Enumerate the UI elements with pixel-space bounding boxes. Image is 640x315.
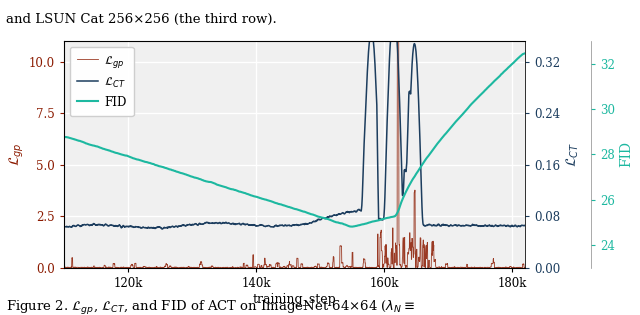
X-axis label: training_step: training_step	[253, 293, 336, 306]
Y-axis label: $\mathcal{L}_{CT}$: $\mathcal{L}_{CT}$	[564, 142, 580, 167]
$\mathcal{L}_{CT}$	[424, 223, 431, 227]
FID	[84, 142, 92, 146]
$\mathcal{L}_{CT}$	[284, 223, 292, 227]
FID	[423, 156, 431, 159]
$\mathcal{L}_{CT}$	[272, 224, 280, 227]
Text: and LSUN Cat 256×256 (the third row).: and LSUN Cat 256×256 (the third row).	[6, 13, 277, 26]
$\mathcal{L}_{gp}$	[284, 266, 292, 269]
FID	[521, 51, 529, 55]
$\mathcal{L}_{gp}$	[508, 266, 515, 270]
Text: Figure 2. $\mathcal{L}_{gp}$, $\mathcal{L}_{CT}$, and FID of ACT on ImageNet 64×: Figure 2. $\mathcal{L}_{gp}$, $\mathcal{…	[6, 299, 416, 315]
FID	[508, 63, 515, 66]
$\mathcal{L}_{gp}$	[272, 262, 280, 266]
$\mathcal{L}_{CT}$	[388, 34, 396, 38]
$\mathcal{L}_{CT}$	[84, 222, 92, 226]
$\mathcal{L}_{CT}$	[508, 224, 516, 227]
$\mathcal{L}_{gp}$	[424, 240, 431, 244]
FID	[272, 201, 280, 205]
Line: $\mathcal{L}_{gp}$: $\mathcal{L}_{gp}$	[64, 41, 525, 268]
Legend: $\mathcal{L}_{gp}$, $\mathcal{L}_{CT}$, FID: $\mathcal{L}_{gp}$, $\mathcal{L}_{CT}$, …	[70, 47, 134, 116]
Line: $\mathcal{L}_{CT}$: $\mathcal{L}_{CT}$	[64, 36, 525, 229]
$\mathcal{L}_{gp}$	[84, 266, 92, 269]
$\mathcal{L}_{gp}$	[60, 266, 68, 269]
FID	[284, 205, 292, 209]
$\mathcal{L}_{gp}$	[521, 266, 529, 270]
FID	[60, 135, 68, 139]
$\mathcal{L}_{gp}$	[394, 39, 402, 43]
Y-axis label: $\mathcal{L}_{gp}$: $\mathcal{L}_{gp}$	[8, 142, 26, 166]
FID	[349, 225, 356, 229]
$\mathcal{L}_{gp}$	[244, 266, 252, 270]
Line: FID: FID	[64, 53, 525, 227]
$\mathcal{L}_{CT}$	[508, 224, 515, 227]
FID	[508, 63, 515, 66]
Y-axis label: FID: FID	[620, 141, 634, 167]
$\mathcal{L}_{CT}$	[158, 227, 166, 231]
$\mathcal{L}_{CT}$	[60, 225, 68, 229]
$\mathcal{L}_{CT}$	[521, 224, 529, 227]
$\mathcal{L}_{gp}$	[508, 266, 516, 270]
